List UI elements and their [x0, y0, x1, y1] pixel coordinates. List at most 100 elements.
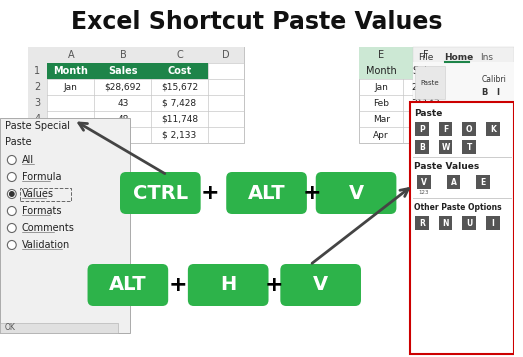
Text: Formula: Formula: [21, 172, 61, 182]
Text: Month: Month: [53, 66, 88, 76]
FancyBboxPatch shape: [316, 172, 396, 214]
Text: All: All: [21, 155, 34, 165]
Text: Paste Values: Paste Values: [414, 161, 480, 171]
Bar: [417, 175, 431, 189]
FancyBboxPatch shape: [188, 264, 268, 306]
Text: C: C: [176, 50, 183, 60]
Text: Values: Values: [21, 189, 54, 199]
Bar: [28, 95, 47, 111]
Text: Jan: Jan: [374, 82, 388, 91]
Bar: [415, 140, 429, 154]
Circle shape: [9, 191, 15, 197]
Bar: [28, 47, 244, 143]
Text: Other Paste Options: Other Paste Options: [414, 202, 502, 211]
Bar: [439, 140, 452, 154]
Text: D: D: [222, 50, 230, 60]
Bar: [152, 47, 208, 63]
Text: Home: Home: [445, 52, 474, 61]
Bar: [415, 216, 429, 230]
Text: H: H: [220, 276, 236, 295]
Text: 3: 3: [35, 98, 40, 108]
Text: A: A: [450, 177, 457, 186]
Text: Cost: Cost: [167, 66, 191, 76]
Bar: [95, 63, 152, 79]
Text: 1: 1: [35, 66, 40, 76]
Text: Paste: Paste: [420, 80, 439, 86]
Text: O: O: [466, 125, 472, 134]
Bar: [415, 66, 445, 99]
Bar: [415, 122, 429, 136]
Bar: [462, 140, 476, 154]
Circle shape: [7, 190, 16, 198]
Bar: [403, 47, 448, 63]
Bar: [152, 63, 208, 79]
Text: Formats: Formats: [21, 206, 61, 216]
Text: R: R: [419, 218, 425, 227]
Text: Feb: Feb: [373, 99, 389, 107]
Bar: [413, 62, 515, 102]
Text: ALT: ALT: [109, 276, 146, 295]
Bar: [447, 175, 460, 189]
Text: $28,692: $28,692: [105, 82, 141, 91]
Text: Jan: Jan: [64, 82, 78, 91]
FancyBboxPatch shape: [87, 264, 168, 306]
Text: +: +: [200, 183, 219, 203]
Text: 34875: 34875: [411, 131, 440, 140]
Bar: [413, 47, 515, 102]
Text: $ 2,133: $ 2,133: [162, 131, 197, 140]
Text: P: P: [419, 125, 425, 134]
Text: F: F: [423, 50, 428, 60]
Circle shape: [7, 172, 16, 181]
Bar: [486, 122, 499, 136]
Circle shape: [7, 241, 16, 250]
Text: 4: 4: [35, 114, 40, 124]
Bar: [439, 122, 452, 136]
Bar: [476, 175, 490, 189]
FancyBboxPatch shape: [120, 172, 201, 214]
FancyBboxPatch shape: [280, 264, 361, 306]
Text: Validation: Validation: [21, 240, 70, 250]
Bar: [462, 216, 476, 230]
Text: Apr: Apr: [373, 131, 389, 140]
Text: N: N: [442, 218, 449, 227]
Text: ALT: ALT: [248, 183, 286, 202]
Bar: [28, 47, 47, 63]
Bar: [95, 47, 152, 63]
Text: 123: 123: [419, 190, 429, 195]
Text: Ins: Ins: [480, 52, 493, 61]
Text: Comments: Comments: [21, 223, 74, 233]
FancyBboxPatch shape: [226, 172, 307, 214]
Circle shape: [7, 206, 16, 216]
Text: V: V: [313, 276, 328, 295]
Text: W: W: [441, 142, 450, 151]
Text: K: K: [490, 125, 496, 134]
Text: Paste: Paste: [414, 109, 442, 117]
Text: Calibri: Calibri: [482, 75, 507, 84]
Bar: [0, 323, 118, 333]
Text: B: B: [120, 50, 127, 60]
Text: Sales: Sales: [413, 66, 438, 76]
Text: Month: Month: [366, 66, 396, 76]
Bar: [359, 63, 403, 79]
Circle shape: [7, 156, 16, 165]
Text: $11,748: $11,748: [161, 115, 198, 124]
Text: 31848: 31848: [411, 115, 440, 124]
Text: File: File: [418, 52, 434, 61]
Bar: [28, 111, 47, 127]
Text: I: I: [491, 218, 494, 227]
Text: Paste: Paste: [5, 137, 31, 147]
Text: Sales: Sales: [108, 66, 138, 76]
Text: Excel Shortcut Paste Values: Excel Shortcut Paste Values: [71, 10, 442, 34]
Bar: [462, 122, 476, 136]
Text: B   I: B I: [482, 87, 500, 96]
Text: E: E: [378, 50, 384, 60]
Bar: [208, 47, 244, 63]
Text: T: T: [467, 142, 472, 151]
Text: +: +: [302, 183, 321, 203]
Circle shape: [7, 223, 16, 232]
Text: V: V: [421, 177, 427, 186]
Text: CTRL: CTRL: [133, 183, 188, 202]
Text: $ 7,428: $ 7,428: [163, 99, 197, 107]
Bar: [403, 63, 448, 79]
Text: 43: 43: [117, 99, 129, 107]
